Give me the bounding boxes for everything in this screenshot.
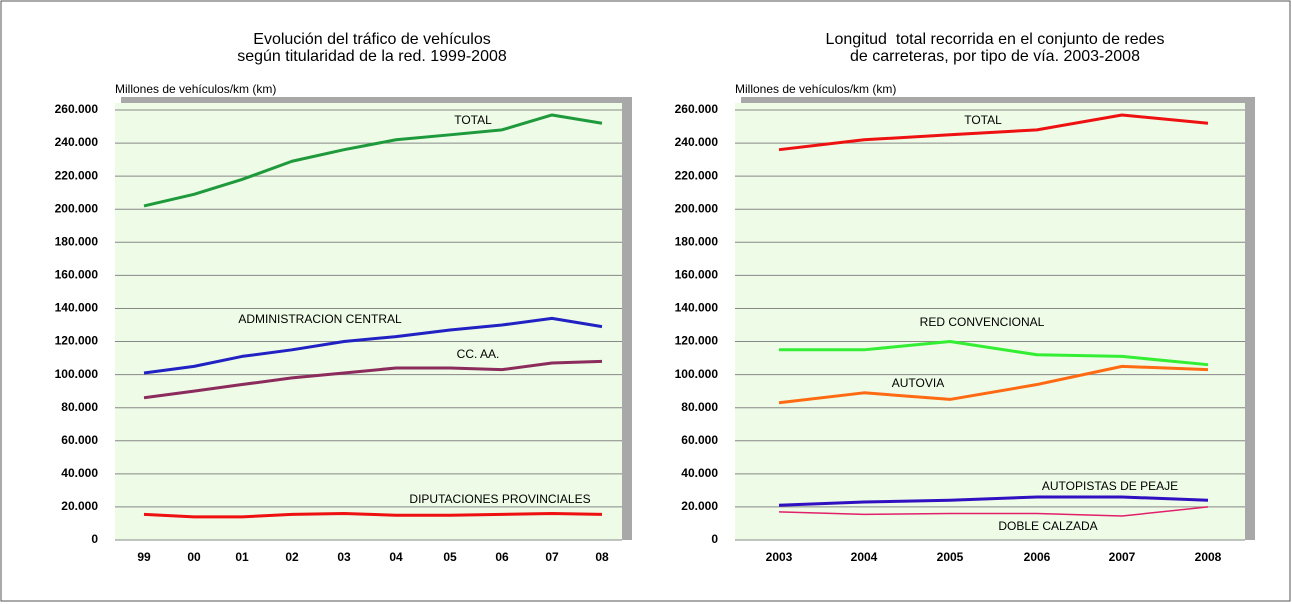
y-tick-label: 220.000 [55,168,99,182]
y-axis-label: Millones de vehículos/km (km) [735,82,896,96]
series-label: TOTAL [454,113,492,127]
y-tick-label: 240.000 [55,135,99,149]
x-tick-label: 02 [285,550,299,564]
series-line [778,364,1209,405]
y-tick-label: 140.000 [675,301,719,315]
x-tick-label: 06 [495,550,509,564]
series-line [143,113,603,208]
y-tick-label: 80.000 [681,400,718,414]
y-tick-label: 40.000 [61,466,98,480]
chart-title: Evolución del tráfico de vehículos [253,31,490,48]
y-tick-label: 160.000 [675,268,719,282]
series-label: DOBLE CALZADA [998,519,1097,533]
y-tick-label: 260.000 [55,102,99,116]
series-line [143,512,603,519]
y-tick-label: 120.000 [675,334,719,348]
series-label: DIPUTACIONES PROVINCIALES [409,492,590,506]
y-tick-label: 60.000 [61,433,98,447]
y-axis-label: Millones de vehículos/km (km) [115,82,276,96]
x-tick-label: 2007 [1109,550,1136,564]
x-tick-label: 01 [235,550,249,564]
y-tick-label: 260.000 [675,102,719,116]
x-tick-label: 2008 [1195,550,1222,564]
y-tick-label: 240.000 [675,135,719,149]
series-line [778,495,1209,507]
y-tick-label: 120.000 [55,334,99,348]
chart-title: según titularidad de la red. 1999-2008 [237,48,507,65]
y-tick-label: 20.000 [681,499,718,513]
x-tick-label: 04 [389,550,403,564]
x-tick-label: 2003 [766,550,793,564]
series-label: TOTAL [964,113,1002,127]
series-label: RED CONVENCIONAL [920,315,1045,329]
y-tick-label: 40.000 [681,466,718,480]
series-label: AUTOPISTAS DE PEAJE [1042,479,1178,493]
y-tick-label: 180.000 [675,234,719,248]
series-line [779,340,1209,367]
y-tick-label: 140.000 [55,301,99,315]
series-label: CC. AA. [457,347,500,361]
series-line [778,113,1209,152]
y-tick-label: 0 [91,532,98,546]
y-tick-label: 20.000 [61,499,98,513]
series-label: AUTOVIA [892,376,944,390]
x-tick-label: 2004 [851,550,878,564]
x-tick-label: 2006 [1024,550,1051,564]
series-line [143,316,603,375]
series-label: ADMINISTRACION CENTRAL [238,312,402,326]
x-tick-label: 07 [545,550,559,564]
x-tick-label: 05 [443,550,457,564]
series-line [143,359,603,400]
y-tick-label: 160.000 [55,268,99,282]
chart-title: Longitud total recorrida en el conjunto … [826,31,1165,48]
x-tick-label: 2005 [937,550,964,564]
y-tick-label: 220.000 [675,168,719,182]
y-tick-label: 200.000 [55,201,99,215]
x-tick-label: 08 [595,550,609,564]
y-tick-label: 100.000 [55,367,99,381]
y-tick-label: 80.000 [61,400,98,414]
series-line [778,506,1209,517]
y-tick-label: 180.000 [55,234,99,248]
y-tick-label: 0 [711,532,718,546]
x-tick-label: 00 [187,550,201,564]
chart-title: de carreteras, por tipo de vía. 2003-200… [850,48,1140,65]
y-tick-label: 60.000 [681,433,718,447]
x-tick-label: 03 [337,550,351,564]
y-tick-label: 200.000 [675,201,719,215]
y-tick-label: 100.000 [675,367,719,381]
x-tick-label: 99 [137,550,151,564]
